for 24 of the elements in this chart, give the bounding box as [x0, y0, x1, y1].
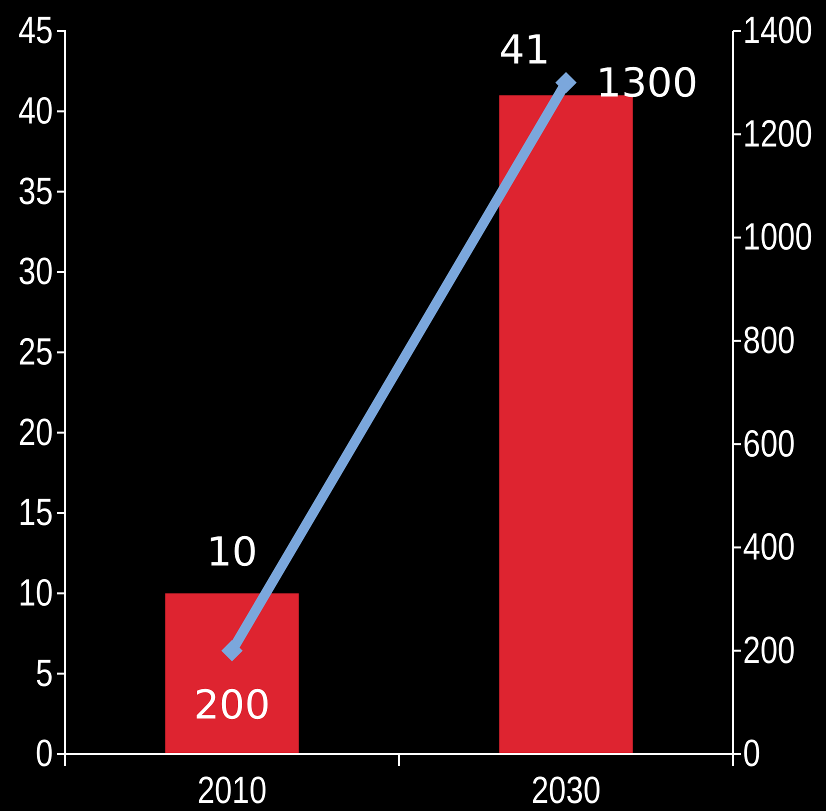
y-tick-label: 35 [18, 171, 53, 213]
data-label: 1300 [596, 60, 698, 107]
y2-tick-label: 1000 [743, 216, 812, 258]
y-tick-label: 20 [18, 412, 53, 454]
y2-tick-label: 200 [743, 630, 795, 672]
y-tick-label: 10 [18, 572, 53, 614]
y2-tick-label: 800 [743, 320, 795, 362]
data-label: 200 [194, 682, 270, 729]
y2-tick-label: 1400 [743, 10, 812, 52]
y-tick-label: 0 [36, 733, 53, 775]
y-tick-label: 30 [18, 251, 53, 293]
y2-tick-label: 1200 [743, 114, 812, 156]
y2-tick-label: 400 [743, 526, 795, 568]
y-tick-label: 25 [18, 332, 53, 374]
x-tick-label: 2010 [197, 770, 267, 811]
x-tick-label: 2030 [531, 770, 601, 811]
y-tick-label: 5 [36, 653, 53, 695]
data-label: 10 [206, 529, 258, 576]
y-tick-label: 15 [18, 492, 53, 534]
y2-tick-label: 0 [743, 733, 760, 775]
y2-tick-label: 600 [743, 423, 795, 466]
y-tick-label: 45 [18, 10, 53, 52]
y-tick-label: 40 [18, 90, 53, 132]
data-label: 41 [499, 27, 550, 74]
